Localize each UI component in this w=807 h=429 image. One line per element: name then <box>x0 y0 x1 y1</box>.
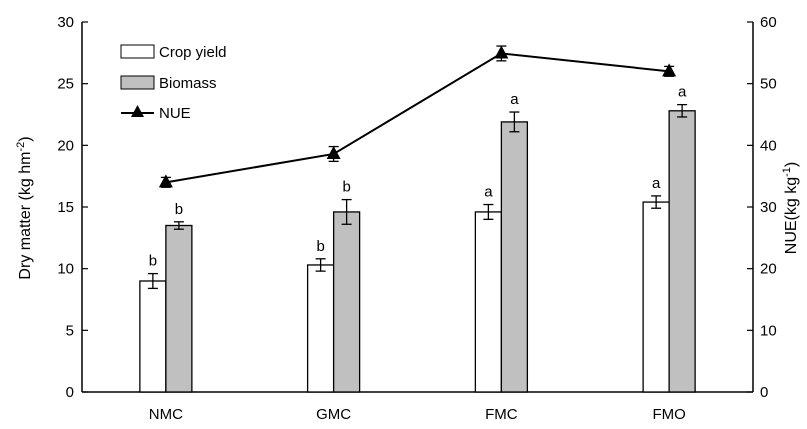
biomass-bar <box>165 224 193 393</box>
legend: Crop yield Biomass NUE <box>120 44 227 122</box>
bars <box>139 110 696 393</box>
x-category-label: FMC <box>485 406 518 423</box>
left-tick-label: 30 <box>57 14 74 31</box>
nue-point <box>326 145 341 159</box>
crop-yield-bar <box>139 280 167 393</box>
left-tick-label: 20 <box>57 137 74 154</box>
left-tick-label: 10 <box>57 261 74 278</box>
left-tick-label: 15 <box>57 199 74 216</box>
left-tick-label: 25 <box>57 76 74 93</box>
right-tick-label: 60 <box>760 14 777 31</box>
left-tick-label: 5 <box>66 322 74 339</box>
nue-point <box>494 45 509 59</box>
legend-label-nue: NUE <box>159 105 191 122</box>
significance-label: a <box>510 91 519 108</box>
right-tick-label: 50 <box>760 76 777 93</box>
significance-label: b <box>342 179 350 196</box>
left-tick-label: 0 <box>66 384 74 401</box>
crop-yield-bar <box>306 264 335 393</box>
axes: 0 5 10 15 20 25 30 0 10 20 30 40 50 60 NMC GMC FMC FMO <box>57 14 776 423</box>
right-tick-label: 20 <box>760 261 777 278</box>
significance-label: a <box>678 84 687 101</box>
right-tick-label: 10 <box>760 322 777 339</box>
significance-labels: b b a a b b a a <box>149 84 687 270</box>
legend-swatch-crop-yield <box>120 44 155 59</box>
significance-label: b <box>175 201 183 218</box>
biomass-bar <box>332 211 361 393</box>
nue-line <box>165 52 670 184</box>
significance-label: a <box>484 184 493 201</box>
error-bars <box>147 103 688 290</box>
legend-label-crop-yield: Crop yield <box>159 44 227 61</box>
significance-label: a <box>652 175 661 192</box>
legend-swatch-biomass <box>120 75 155 90</box>
biomass-bar <box>500 121 529 393</box>
x-category-label: GMC <box>316 406 351 423</box>
legend-label-biomass: Biomass <box>159 75 217 92</box>
biomass-bar <box>668 110 696 393</box>
nue-point <box>158 174 173 188</box>
x-category-label: FMO <box>652 406 685 423</box>
nue-line-series <box>158 45 677 188</box>
crop-yield-bar <box>474 211 503 393</box>
significance-label: b <box>316 238 324 255</box>
right-tick-label: 30 <box>760 199 777 216</box>
nue-point <box>662 63 677 77</box>
legend-marker-nue <box>131 105 144 117</box>
right-axis-title: NUE(kg kg-1) <box>781 162 800 254</box>
left-axis-title: Dry matter (kg hm-2) <box>15 136 34 279</box>
significance-label: b <box>149 253 157 270</box>
right-tick-label: 40 <box>760 137 777 154</box>
right-tick-label: 0 <box>760 384 768 401</box>
crop-yield-bar <box>642 201 670 393</box>
x-category-label: NMC <box>149 406 183 423</box>
